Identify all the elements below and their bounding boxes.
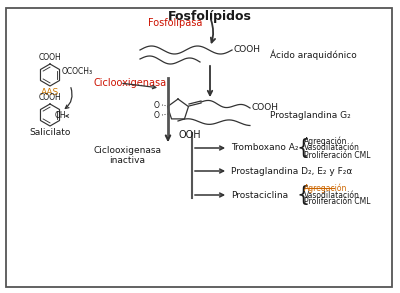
Text: Prostaciclina: Prostaciclina [231, 190, 288, 200]
Text: Fosfolípidos: Fosfolípidos [168, 10, 252, 23]
Text: Ciclooxigenasa
inactiva: Ciclooxigenasa inactiva [93, 146, 161, 166]
Text: OOH: OOH [179, 130, 201, 140]
Text: O: O [154, 110, 160, 120]
Text: Agregación: Agregación [304, 183, 347, 193]
Text: {: { [296, 138, 309, 158]
Text: Vasodilatación: Vasodilatación [304, 190, 360, 200]
Text: Fosfolipasa: Fosfolipasa [148, 18, 202, 28]
Text: COOH: COOH [252, 103, 279, 113]
Text: Prostaglandina G₂: Prostaglandina G₂ [270, 110, 351, 120]
Text: Ciclooxigenasa: Ciclooxigenasa [93, 78, 166, 88]
Text: COOH: COOH [39, 53, 61, 62]
Text: Proliferación CML: Proliferación CML [304, 151, 370, 159]
Text: Prostaglandina D₂, E₂ y F₂α: Prostaglandina D₂, E₂ y F₂α [231, 166, 352, 176]
Text: OCOCH₃: OCOCH₃ [62, 67, 93, 76]
Text: {: { [296, 185, 309, 205]
Text: O: O [154, 100, 160, 110]
Text: OH: OH [55, 112, 67, 120]
Text: Vasodilatación: Vasodilatación [304, 144, 360, 152]
Text: Ácido araquidónico: Ácido araquidónico [270, 50, 357, 60]
Text: Salicilato: Salicilato [29, 128, 71, 137]
Text: AAS: AAS [41, 88, 59, 97]
Text: COOH: COOH [234, 45, 261, 54]
Text: Agregación: Agregación [304, 136, 347, 146]
Text: Proliferación CML: Proliferación CML [304, 197, 370, 207]
Text: Tromboxano A₂: Tromboxano A₂ [231, 144, 298, 152]
Text: COOH: COOH [39, 93, 61, 102]
